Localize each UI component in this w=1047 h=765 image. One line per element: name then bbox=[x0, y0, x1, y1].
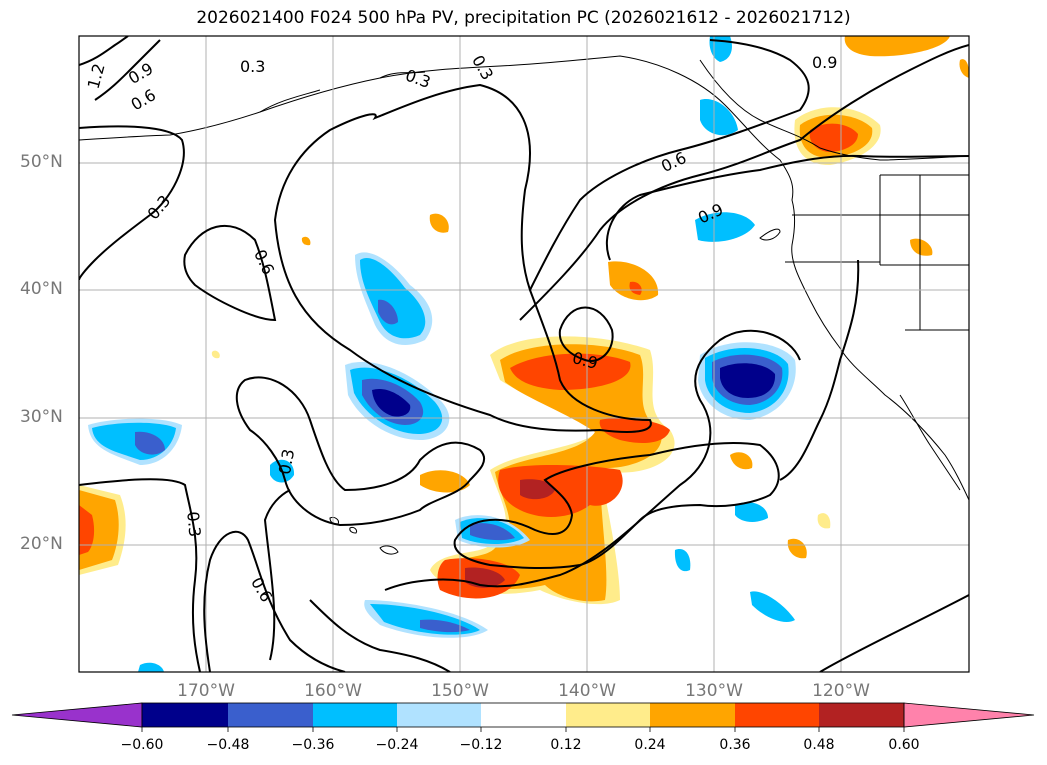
colorbar-lower-arrow bbox=[11, 702, 143, 728]
contour-label-6: 0.3 bbox=[468, 52, 497, 84]
colorbar-tick-8: 0.36 bbox=[719, 737, 751, 753]
colorbar-segment-1 bbox=[142, 703, 228, 727]
lon-label-150w: 150°W bbox=[431, 681, 489, 701]
colorbar-segment-7 bbox=[650, 703, 735, 727]
contour-label-4: 0.3 bbox=[240, 57, 265, 76]
colorbar-tick-9: 0.48 bbox=[803, 737, 835, 753]
colorbar-tick-7: 0.24 bbox=[634, 737, 666, 753]
lon-label-160w: 160°W bbox=[304, 681, 362, 701]
negative-blob-east bbox=[695, 36, 796, 420]
colorbar bbox=[11, 702, 1035, 732]
colorbar-segment-6 bbox=[566, 703, 650, 727]
pv-contours bbox=[79, 36, 969, 672]
negative-blob-central bbox=[345, 252, 450, 440]
colorbar-upper-arrow bbox=[903, 702, 1035, 728]
colorbar-tick-6: 0.12 bbox=[550, 737, 582, 753]
colorbar-tick-10: 0.60 bbox=[888, 737, 920, 753]
positive-blob-small bbox=[211, 213, 831, 559]
colorbar-segment-9 bbox=[819, 703, 904, 727]
lat-label-40n: 40°N bbox=[20, 279, 63, 299]
lon-label-120w: 120°W bbox=[812, 681, 870, 701]
negative-blob-west bbox=[88, 418, 530, 638]
coastlines bbox=[79, 55, 969, 555]
lon-label-140w: 140°W bbox=[558, 681, 616, 701]
lon-label-130w: 130°W bbox=[685, 681, 743, 701]
colorbar-segment-3 bbox=[313, 703, 397, 727]
lat-label-20n: 20°N bbox=[20, 534, 63, 554]
map-frame bbox=[78, 35, 970, 673]
colorbar-segment-5 bbox=[481, 703, 566, 727]
contour-label-5: 0.3 bbox=[403, 65, 433, 92]
map-title: 2026021400 F024 500 hPa PV, precipitatio… bbox=[196, 8, 851, 28]
contour-label-13: 0.3 bbox=[275, 448, 298, 476]
colorbar-segment-2 bbox=[228, 703, 313, 727]
contour-label-2: 0.9 bbox=[125, 59, 157, 88]
contour-label-3: 0.6 bbox=[128, 85, 160, 114]
lon-label-170w: 170°W bbox=[177, 681, 235, 701]
colorbar-tick-3: −0.36 bbox=[291, 737, 335, 753]
positive-blob-central bbox=[430, 336, 675, 605]
lat-label-50n: 50°N bbox=[20, 152, 63, 172]
colorbar-segment-8 bbox=[735, 703, 819, 727]
colorbar-tick-2: −0.48 bbox=[206, 737, 250, 753]
contour-label-10: 0.6 bbox=[658, 148, 689, 176]
contour-label-8: 0.6 bbox=[250, 247, 278, 278]
precip-anomaly-fill bbox=[79, 36, 969, 672]
graticule bbox=[79, 36, 969, 672]
lat-label-30n: 30°N bbox=[20, 407, 63, 427]
contour-label-1: 1.2 bbox=[84, 61, 109, 91]
positive-blob-west bbox=[79, 485, 126, 575]
colorbar-tick-1: −0.60 bbox=[120, 737, 164, 753]
colorbar-tick-5: −0.12 bbox=[459, 737, 503, 753]
colorbar-segment-4 bbox=[397, 703, 481, 727]
contour-label-14: 0.3 bbox=[183, 511, 204, 538]
colorbar-tick-4: −0.24 bbox=[375, 737, 419, 753]
contour-label-12: 0.9 bbox=[812, 53, 837, 72]
contour-label-7: 0.3 bbox=[143, 191, 174, 223]
